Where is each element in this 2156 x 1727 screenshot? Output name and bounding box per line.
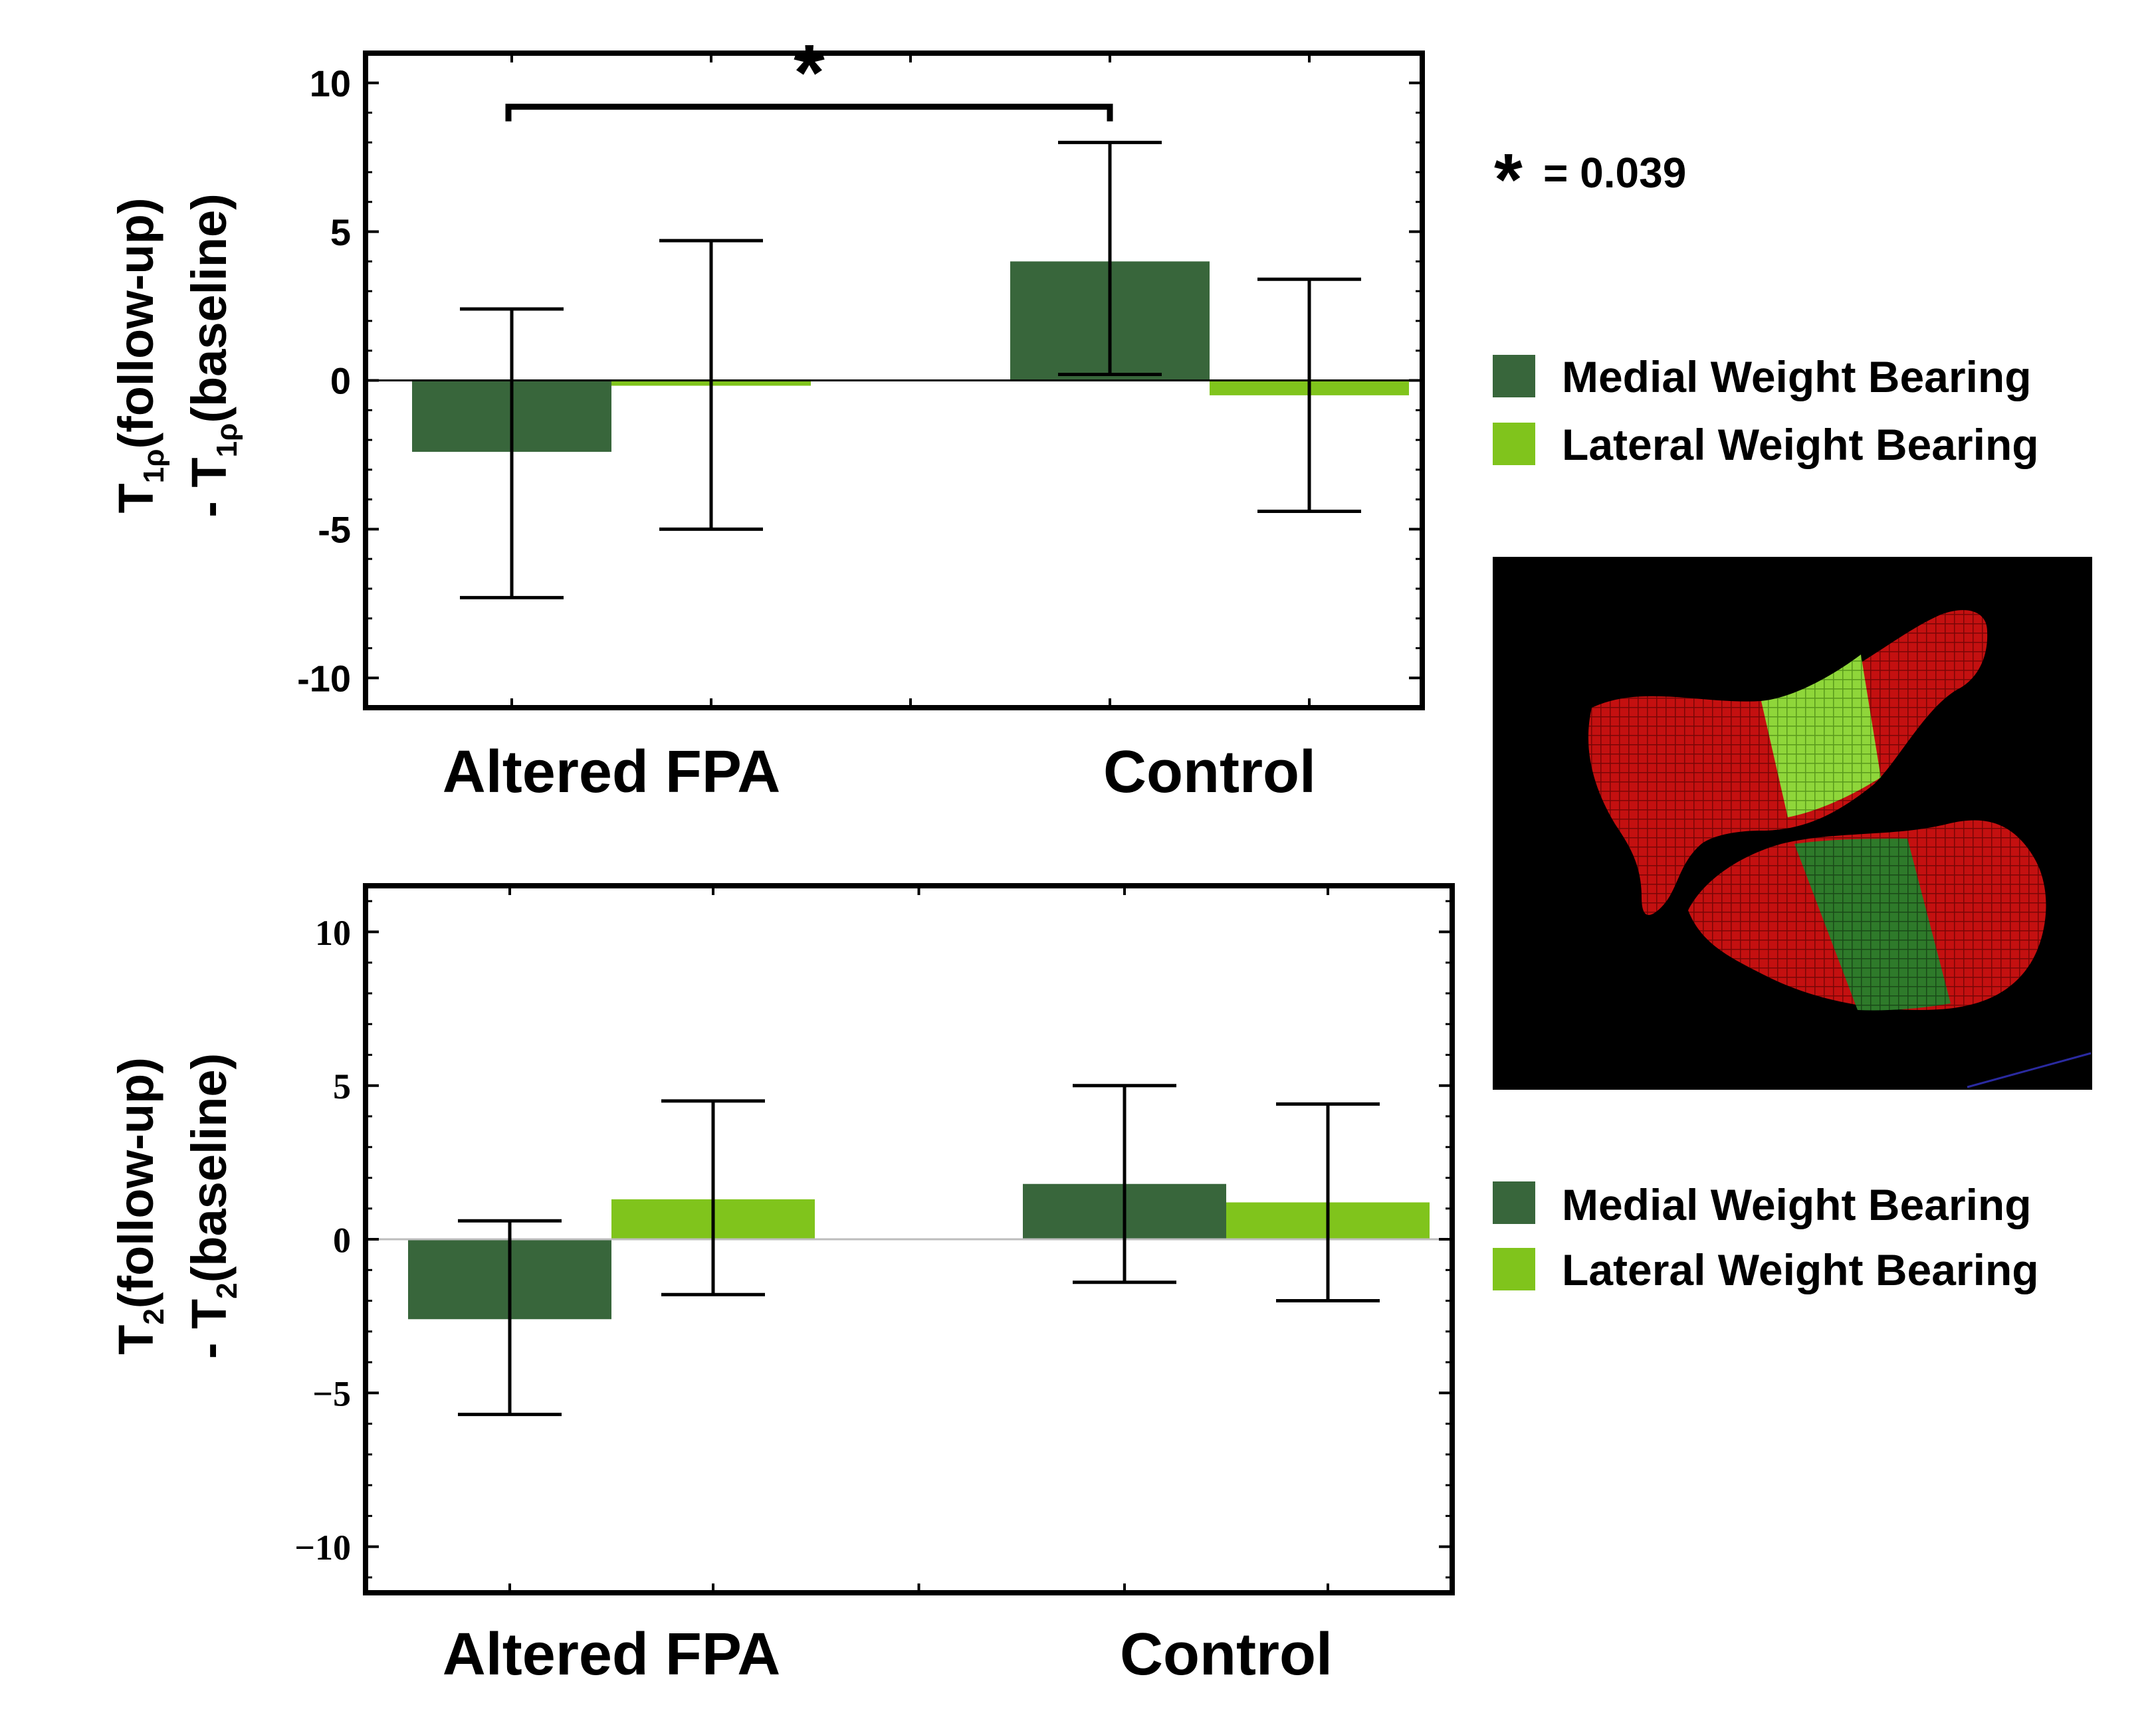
t2-errorbar-lateral-altered-fpa — [661, 1099, 765, 1296]
t1rho-category-label-altered-fpa: Altered FPA — [443, 739, 780, 805]
legend-bottom: Medial Weight Bearing Lateral Weight Bea… — [1493, 1180, 2039, 1294]
t2-error-bars — [458, 1084, 1380, 1417]
significance-note-symbol: * — [1494, 139, 1523, 221]
t1rho-ytick-label: -5 — [318, 509, 351, 551]
t1rho-ylabel-line1: T — [108, 483, 163, 513]
t1rho-errorbar-medial-control — [1058, 140, 1162, 377]
legend-bottom-lateral-swatch — [1493, 1248, 1535, 1290]
legend-bottom-lateral-label: Lateral Weight Bearing — [1562, 1245, 2039, 1294]
cartilage-mesh-image — [1493, 557, 2092, 1090]
t1rho-ylabel-sub2: 1ρ — [211, 423, 243, 458]
t2-x-tick-labels: Altered FPA Control — [443, 1621, 1333, 1688]
t2-category-label-control: Control — [1120, 1621, 1333, 1688]
t1rho-frame — [363, 51, 1425, 710]
significance-bracket-star: * — [794, 29, 825, 118]
t2-errorbar-medial-altered-fpa — [458, 1219, 562, 1417]
svg-text:T2(follow-up): T2(follow-up) — [108, 1057, 170, 1355]
legend-top-medial-swatch — [1493, 355, 1535, 397]
t2-ylabel-line1: T — [108, 1325, 163, 1355]
t1rho-y-tick-labels: 10 5 0 -5 -10 — [297, 62, 351, 699]
t2-ylabel-sub2: 2 — [211, 1282, 243, 1298]
t2-ytick-label: 5 — [333, 1067, 351, 1106]
t2-frame — [363, 883, 1455, 1595]
legend-bottom-medial-swatch — [1493, 1181, 1535, 1224]
significance-bracket: * — [505, 29, 1113, 122]
mesh-medial-segment — [1794, 839, 1951, 1011]
significance-bracket-line — [505, 104, 1113, 122]
t1rho-bars — [412, 261, 1409, 452]
mesh-lateral-segment — [1761, 655, 1881, 817]
t1rho-errorbar-lateral-altered-fpa — [659, 239, 763, 531]
t1rho-ytick-label: 5 — [330, 211, 351, 253]
svg-text:T1ρ(follow-up): T1ρ(follow-up) — [108, 198, 170, 514]
legend-top-medial-label: Medial Weight Bearing — [1562, 352, 2032, 401]
t2-bars — [408, 1183, 1430, 1320]
t1rho-ytick-label: 0 — [330, 360, 351, 402]
t1rho-ylabel-rest2: (baseline) — [181, 193, 237, 423]
t2-ylabel-line2: - T — [181, 1299, 237, 1359]
significance-note-value: = 0.039 — [1543, 149, 1686, 197]
svg-text:- T2(baseline): - T2(baseline) — [181, 1053, 243, 1359]
t2-ylabel-sub1: 2 — [138, 1308, 170, 1324]
svg-text:- T1ρ(baseline): - T1ρ(baseline) — [181, 193, 243, 518]
legend-top-lateral-swatch — [1493, 423, 1535, 465]
t2-ytick-label: −5 — [312, 1374, 351, 1414]
mesh-axis-line — [1967, 1052, 2092, 1088]
t2-ylabel-rest2: (baseline) — [181, 1053, 237, 1282]
t1rho-ylabel-line2: - T — [181, 457, 237, 517]
legend-top: Medial Weight Bearing Lateral Weight Bea… — [1493, 352, 2039, 469]
legend-bottom-medial-label: Medial Weight Bearing — [1562, 1180, 2032, 1229]
legend-top-lateral-label: Lateral Weight Bearing — [1562, 420, 2039, 469]
t2-errorbar-medial-control — [1073, 1084, 1176, 1284]
t2-y-axis-title: T2(follow-up) - T2(baseline) — [108, 1053, 243, 1359]
t2-ylabel-rest1: (follow-up) — [108, 1057, 163, 1308]
t1rho-category-label-control: Control — [1103, 739, 1316, 805]
t2-ytick-label: −10 — [294, 1528, 351, 1568]
t1rho-ytick-label: -10 — [297, 657, 351, 699]
t1rho-ylabel-sub1: 1ρ — [138, 449, 170, 484]
t1rho-ytick-label: 10 — [310, 62, 351, 104]
t2-ytick-label: 10 — [315, 913, 351, 953]
t1rho-errorbar-lateral-control — [1257, 277, 1361, 513]
t2-y-tick-labels: 10 5 0 −5 −10 — [294, 913, 351, 1568]
t1rho-error-bars — [460, 140, 1361, 599]
t1rho-errorbar-medial-altered-fpa — [460, 307, 564, 599]
significance-note: * = 0.039 — [1494, 139, 1686, 221]
t2-errorbar-lateral-control — [1276, 1102, 1380, 1303]
t1rho-x-tick-labels: Altered FPA Control — [443, 739, 1316, 805]
t1rho-y-axis-title: T1ρ(follow-up) - T1ρ(baseline) — [108, 193, 243, 518]
t2-category-label-altered-fpa: Altered FPA — [443, 1621, 780, 1688]
t2-ytick-label: 0 — [333, 1220, 351, 1260]
t1rho-ylabel-rest1: (follow-up) — [108, 198, 163, 449]
